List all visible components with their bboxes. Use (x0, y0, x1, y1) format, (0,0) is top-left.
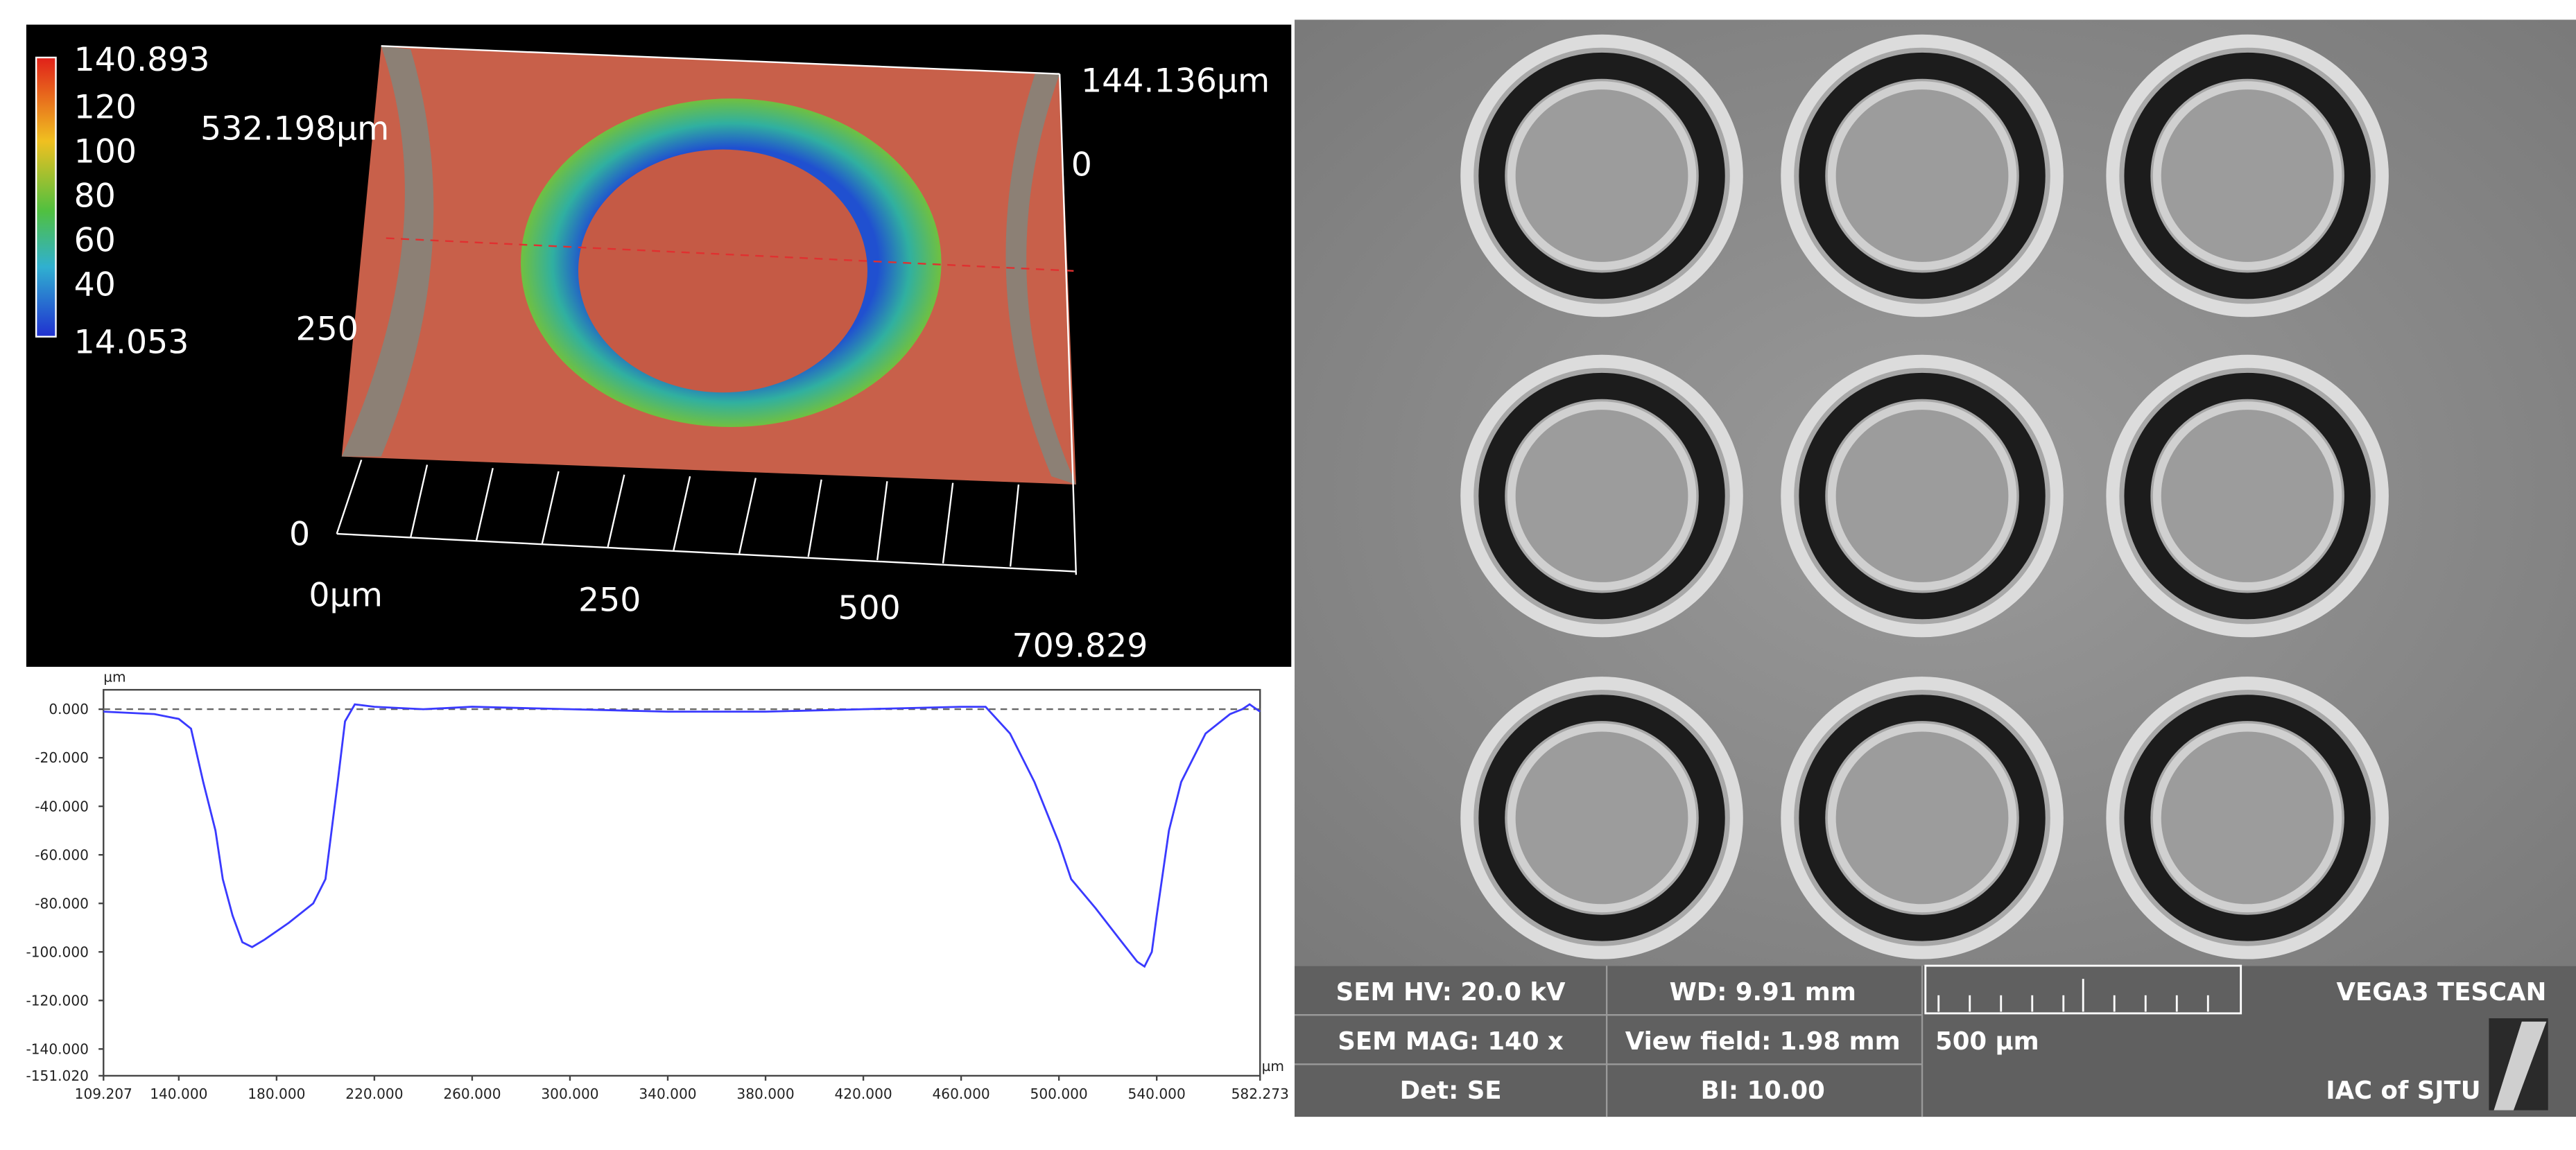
dimple-wall (1799, 52, 2046, 299)
dimple-edge (2152, 723, 2342, 913)
dimple-wall (1478, 372, 1725, 620)
logo-mark (2493, 1021, 2547, 1110)
y-tick-label: -120.000 (26, 992, 88, 1009)
dimple-wall (1799, 372, 2046, 620)
sem-wd: WD: 9.91 mm (1670, 978, 1856, 1007)
axis-label: 0µm (309, 576, 382, 614)
y-tick-label: -140.000 (26, 1040, 88, 1057)
dimple-wall (2124, 52, 2371, 299)
sem-info-bar (1294, 966, 2576, 1117)
y-tick-label: -40.000 (35, 798, 89, 814)
y-tick-label: -100.000 (26, 943, 88, 960)
x-tick-label: 300.000 (541, 1086, 598, 1102)
axis-label: 0 (289, 516, 310, 554)
dimple-wall (1799, 695, 2046, 941)
dimple-edge (1507, 723, 1697, 913)
colorbar-label: 100 (74, 133, 137, 171)
scale-bar (1924, 964, 2242, 1015)
dimple-wall (2124, 695, 2371, 941)
info-grid (1294, 966, 1924, 1117)
dimple-edge (1827, 81, 2017, 270)
plot-area (103, 688, 1261, 1077)
dimple-wall (1478, 695, 1725, 941)
dimple-edge (2152, 401, 2342, 591)
x-tick-label: 540.000 (1128, 1086, 1186, 1102)
colorbar-label: 14.053 (74, 323, 189, 361)
crater-edge (1005, 73, 1076, 485)
x-tick-label: 420.000 (834, 1086, 892, 1102)
x-tick-label: 582.273 (1231, 1086, 1289, 1102)
colorbar-label: 120 (74, 89, 137, 127)
colorbar-label: 60 (74, 222, 116, 260)
axis-label: 500 (838, 589, 900, 627)
x-tick-label: 340.000 (639, 1086, 696, 1102)
y-axis-label: µm (103, 668, 126, 685)
dimple-wall (2124, 372, 2371, 620)
sem-hv: SEM HV: 20.0 kV (1336, 978, 1566, 1007)
dimple-edge (1507, 81, 1697, 270)
colorbar-label: 140.893 (74, 41, 210, 79)
colorbar-label: 80 (74, 177, 116, 216)
dimple-edge (2152, 81, 2342, 270)
sem-det: Det: SE (1400, 1077, 1502, 1105)
y-tick-label: 0.000 (49, 701, 89, 717)
x-axis-label: µm (1262, 1058, 1284, 1074)
dimple-wall (1478, 52, 1725, 299)
x-tick-label: 140.000 (150, 1086, 207, 1102)
x-tick-label: 220.000 (345, 1086, 403, 1102)
profile-line (103, 703, 1261, 968)
surface-grid (336, 45, 1078, 575)
dimple-edge (1827, 723, 2017, 913)
x-tick-label: 500.000 (1030, 1086, 1088, 1102)
axis-label: 250 (578, 581, 641, 619)
dimple-edge (1507, 401, 1697, 591)
x-tick-label: 460.000 (932, 1086, 989, 1102)
axis-label: 144.136µm (1081, 62, 1270, 101)
x-tick-label: 180.000 (248, 1086, 305, 1102)
x-tick-label: 260.000 (443, 1086, 501, 1102)
colorbar (35, 56, 57, 338)
axis-label: 709.829 (1012, 627, 1148, 665)
x-tick-label: 380.000 (736, 1086, 794, 1102)
crater-center (578, 149, 867, 393)
y-tick-label: -80.000 (35, 895, 89, 912)
sem-bi: BI: 10.00 (1701, 1077, 1825, 1105)
colorbar-label: 40 (74, 265, 116, 304)
x-tick-label: 109.207 (75, 1086, 132, 1102)
sem-brand: VEGA3 TESCAN (2337, 978, 2547, 1007)
axis-label: 0 (1071, 146, 1092, 184)
sem-lab: IAC of SJTU (2326, 1077, 2480, 1105)
y-tick-label: -151.020 (26, 1068, 88, 1084)
crater-edge (341, 46, 434, 457)
dimple-edge (1827, 401, 2017, 591)
section-line (386, 237, 1076, 272)
axis-label: 250 (295, 310, 358, 348)
y-tick-label: -60.000 (35, 846, 89, 863)
sem-mag: SEM MAG: 140 x (1338, 1027, 1564, 1056)
axis-label: 532.198µm (200, 110, 389, 148)
y-tick-label: -20.000 (35, 749, 89, 766)
sem-scale: 500 µm (1935, 1027, 2039, 1056)
sem-view-field: View field: 1.98 mm (1625, 1027, 1901, 1056)
